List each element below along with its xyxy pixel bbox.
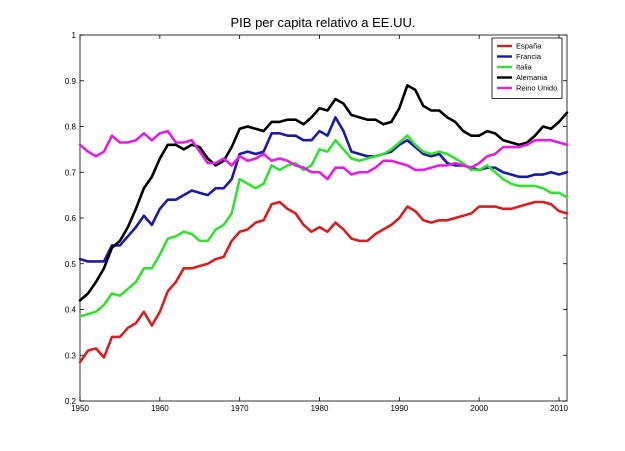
x-tick-label: 2010 [550, 404, 568, 413]
y-tick-label: 0.9 [65, 77, 77, 86]
series-line-0 [78, 200, 569, 364]
y-tick-label: 0.4 [65, 306, 77, 315]
x-tick-label: 1960 [151, 404, 169, 413]
y-tick-label: 0.7 [65, 168, 77, 177]
x-tick-label: 1990 [390, 404, 408, 413]
series-line-1 [78, 116, 569, 263]
series-lines [78, 84, 569, 364]
y-tick-label: 0.3 [65, 351, 77, 360]
series-line-4 [78, 129, 569, 181]
chart-title: PIB per capita relativo a EE.UU. [231, 15, 416, 30]
y-tick-label: 0.5 [65, 260, 77, 269]
y-tick-label: 1 [72, 31, 77, 40]
legend-label: Francia [516, 52, 542, 61]
legend-label: Italia [516, 63, 533, 72]
legend-label: España [516, 42, 542, 51]
series-line-3 [78, 84, 569, 302]
legend-label: Reino Unido [516, 84, 557, 93]
legend-label: Alemania [516, 73, 548, 82]
x-tick-label: 2000 [470, 404, 488, 413]
x-tick-label: 1980 [311, 404, 329, 413]
plot-area [79, 34, 568, 402]
y-tick-label: 0.2 [65, 397, 77, 406]
x-tick-label: 1950 [71, 404, 89, 413]
series-line-2 [78, 134, 569, 318]
y-tick-label: 0.6 [65, 214, 77, 223]
axis-ticks: 1950 1960 1970 1980 1990 2000 2010 0.2 0.3 0.4 0.5… [65, 31, 569, 413]
y-tick-label: 0.8 [65, 123, 77, 132]
x-tick-label: 1970 [231, 404, 249, 413]
